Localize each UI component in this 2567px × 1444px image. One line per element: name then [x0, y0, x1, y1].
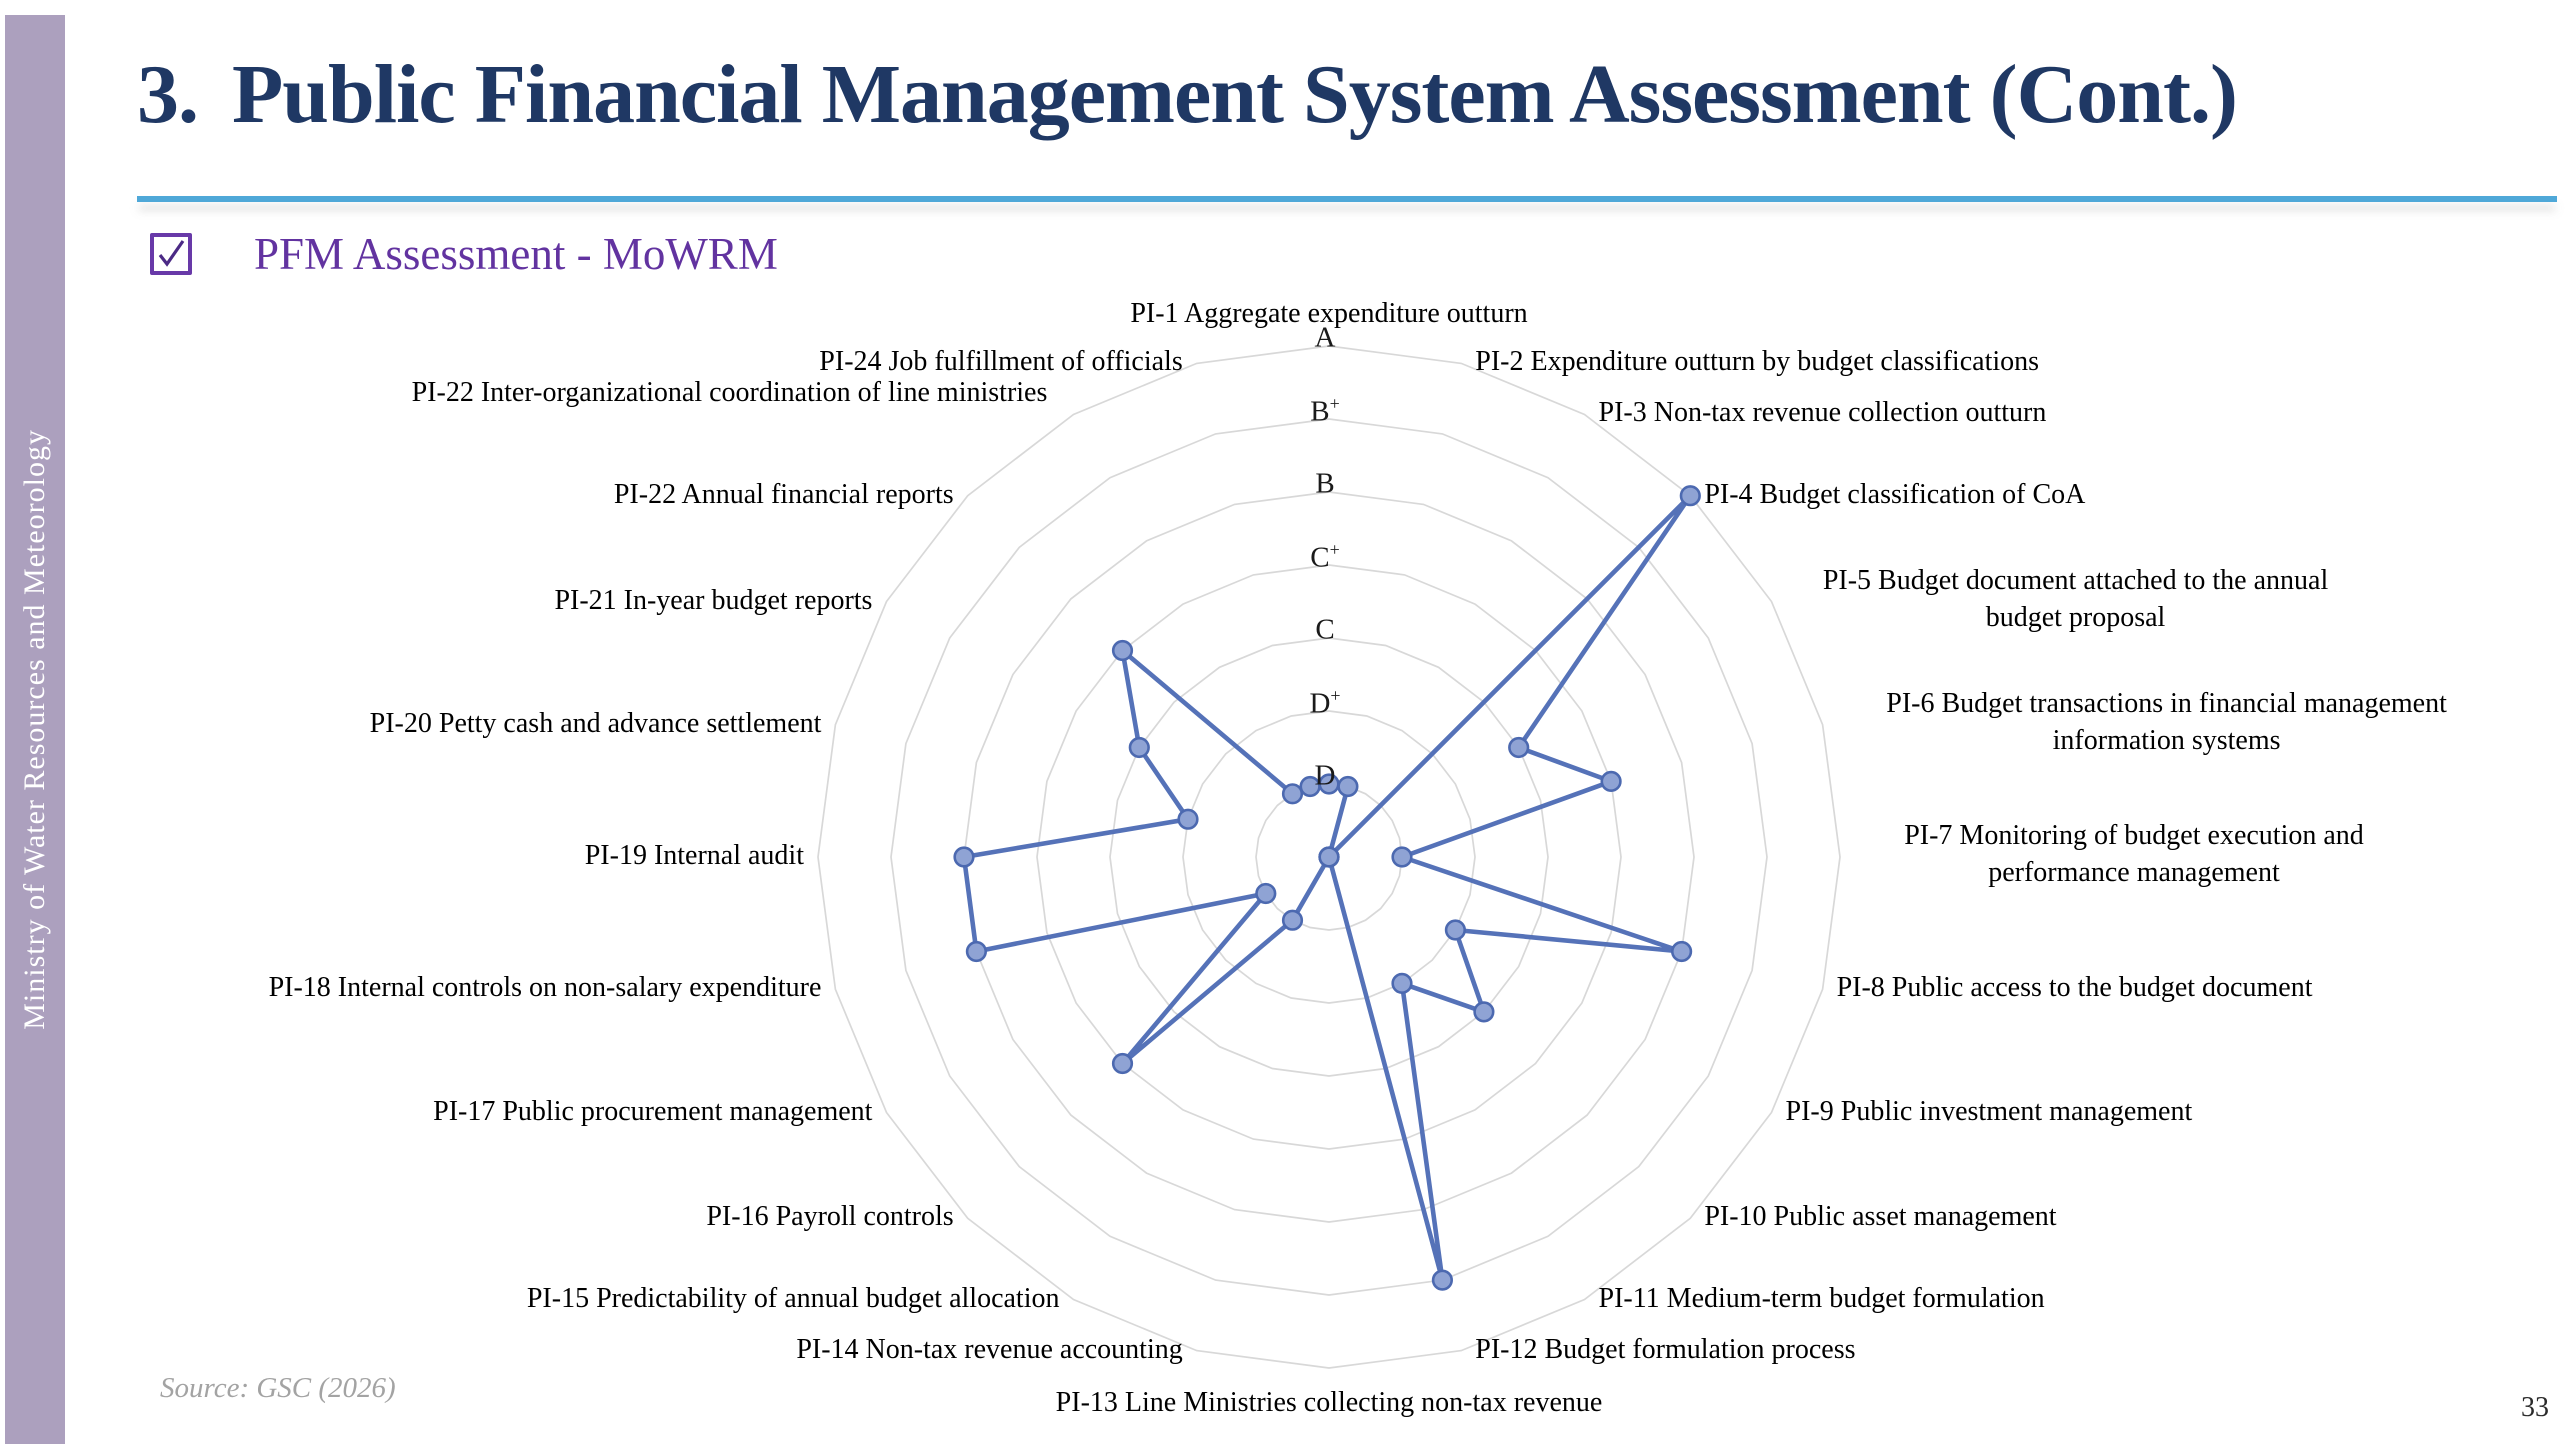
data-point-pi-20	[1177, 808, 1199, 830]
checked-checkbox-icon	[150, 233, 192, 275]
axis-label-pi-22-inter: PI-22 Inter-organizational coordination …	[411, 377, 1048, 409]
data-point-pi-5	[1508, 736, 1530, 759]
axis-label-pi-19: PI-19 Internal audit	[584, 840, 804, 871]
data-point-pi-8	[1670, 940, 1693, 963]
axis-label-pi-3: PI-3 Non-tax revenue collection outturn	[1598, 397, 2047, 429]
axis-label-pi-12: PI-12 Budget formulation process	[1475, 1333, 1856, 1365]
axis-label-pi-11: PI-11 Medium-term budget formulation	[1598, 1282, 2045, 1314]
data-point-pi-19	[953, 846, 975, 868]
axis-label-pi-6: PI-6 Budget transactions in financial ma…	[1886, 687, 2447, 756]
grid-ring-a	[817, 345, 1841, 1369]
axis-label-pi-1: PI-1 Aggregate expenditure outturn	[1130, 298, 1528, 329]
axis-label-pi-9: PI-9 Public investment management	[1785, 1095, 2193, 1127]
scale-label-b: B	[1315, 467, 1335, 500]
data-point-pi-18	[965, 940, 988, 963]
axis-label-pi-16: PI-16 Payroll controls	[706, 1201, 954, 1233]
grid-ring-c-plus	[1036, 564, 1622, 1150]
axis-label-pi-24: PI-24 Job fulfillment of officials	[819, 346, 1183, 378]
axis-label-pi-22-annual: PI-22 Annual financial reports	[613, 478, 954, 510]
grid-ring-b-plus	[890, 418, 1768, 1296]
data-point-pi-16	[1111, 1052, 1134, 1075]
check-icon	[158, 240, 185, 267]
axis-label-pi-2: PI-2 Expenditure outturn by budget class…	[1475, 346, 2040, 378]
data-point-pi-21	[1128, 736, 1150, 759]
data-point-pi-14	[1318, 846, 1340, 868]
grid-ring-d-plus	[1182, 710, 1476, 1004]
data-point-pi-15	[1281, 909, 1304, 931]
data-point-pi-11	[1391, 972, 1413, 995]
scale-label-b-plus: B+	[1310, 393, 1340, 428]
scale-label-d: D	[1314, 759, 1336, 792]
data-point-pi-24	[1299, 775, 1321, 798]
subtitle-row: PFM Assessment - MoWRM	[150, 228, 778, 280]
data-point-pi-2	[1337, 775, 1359, 798]
axis-label-pi-21: PI-21 In-year budget reports	[554, 584, 873, 616]
axis-label-pi-14: PI-14 Non-tax revenue accounting	[796, 1333, 1183, 1365]
title-text: Public Financial Management System Asses…	[232, 48, 2238, 141]
grid-ring-b	[963, 491, 1695, 1223]
axis-label-pi-10: PI-10 Public asset management	[1704, 1201, 2057, 1233]
sidebar: Ministry of Water Resources and Meteorol…	[5, 15, 65, 1444]
axis-label-pi-20: PI-20 Petty cash and advance settlement	[369, 707, 822, 739]
axis-label-pi-17: PI-17 Public procurement management	[433, 1095, 873, 1127]
page-title: 3. Public Financial Management System As…	[137, 46, 2238, 143]
axis-label-pi-5: PI-5 Budget document attached to the ann…	[1822, 564, 2329, 633]
scale-label-a: A	[1314, 321, 1336, 354]
data-point-pi-6	[1600, 770, 1622, 793]
grid-ring-d	[1255, 783, 1403, 931]
data-point-pi-10	[1473, 1001, 1495, 1023]
axis-label-pi-13: PI-13 Line Ministries collecting non-tax…	[1055, 1387, 1603, 1418]
scale-label-d-plus: D+	[1309, 685, 1341, 720]
page-number: 33	[2521, 1392, 2549, 1423]
data-point-pi-22-annual	[1111, 639, 1134, 662]
axis-label-pi-7: PI-7 Monitoring of budget execution and …	[1904, 820, 2364, 888]
axis-label-pi-18: PI-18 Internal controls on non-salary ex…	[268, 972, 822, 1004]
subtitle-text: PFM Assessment - MoWRM	[254, 229, 778, 279]
radar-series-polygon	[961, 493, 1693, 1283]
title-number: 3.	[137, 48, 199, 141]
scale-label-c: C	[1315, 613, 1335, 646]
data-point-pi-17	[1255, 882, 1277, 905]
axis-label-pi-8: PI-8 Public access to the budget documen…	[1836, 972, 2313, 1004]
title-underline	[137, 196, 2557, 202]
data-point-pi-4	[1679, 485, 1701, 507]
data-point-pi-7	[1391, 846, 1413, 868]
data-point-pi-12	[1431, 1269, 1453, 1291]
axis-label-pi-4: PI-4 Budget classification of CoA	[1704, 478, 2086, 510]
data-point-pi-9	[1444, 919, 1466, 941]
axis-label-pi-15: PI-15 Predictability of annual budget al…	[526, 1282, 1060, 1314]
scale-label-c-plus: C+	[1310, 539, 1340, 574]
data-point-pi-22-inter	[1281, 783, 1304, 805]
source-note: Source: GSC (2026)	[160, 1372, 396, 1404]
